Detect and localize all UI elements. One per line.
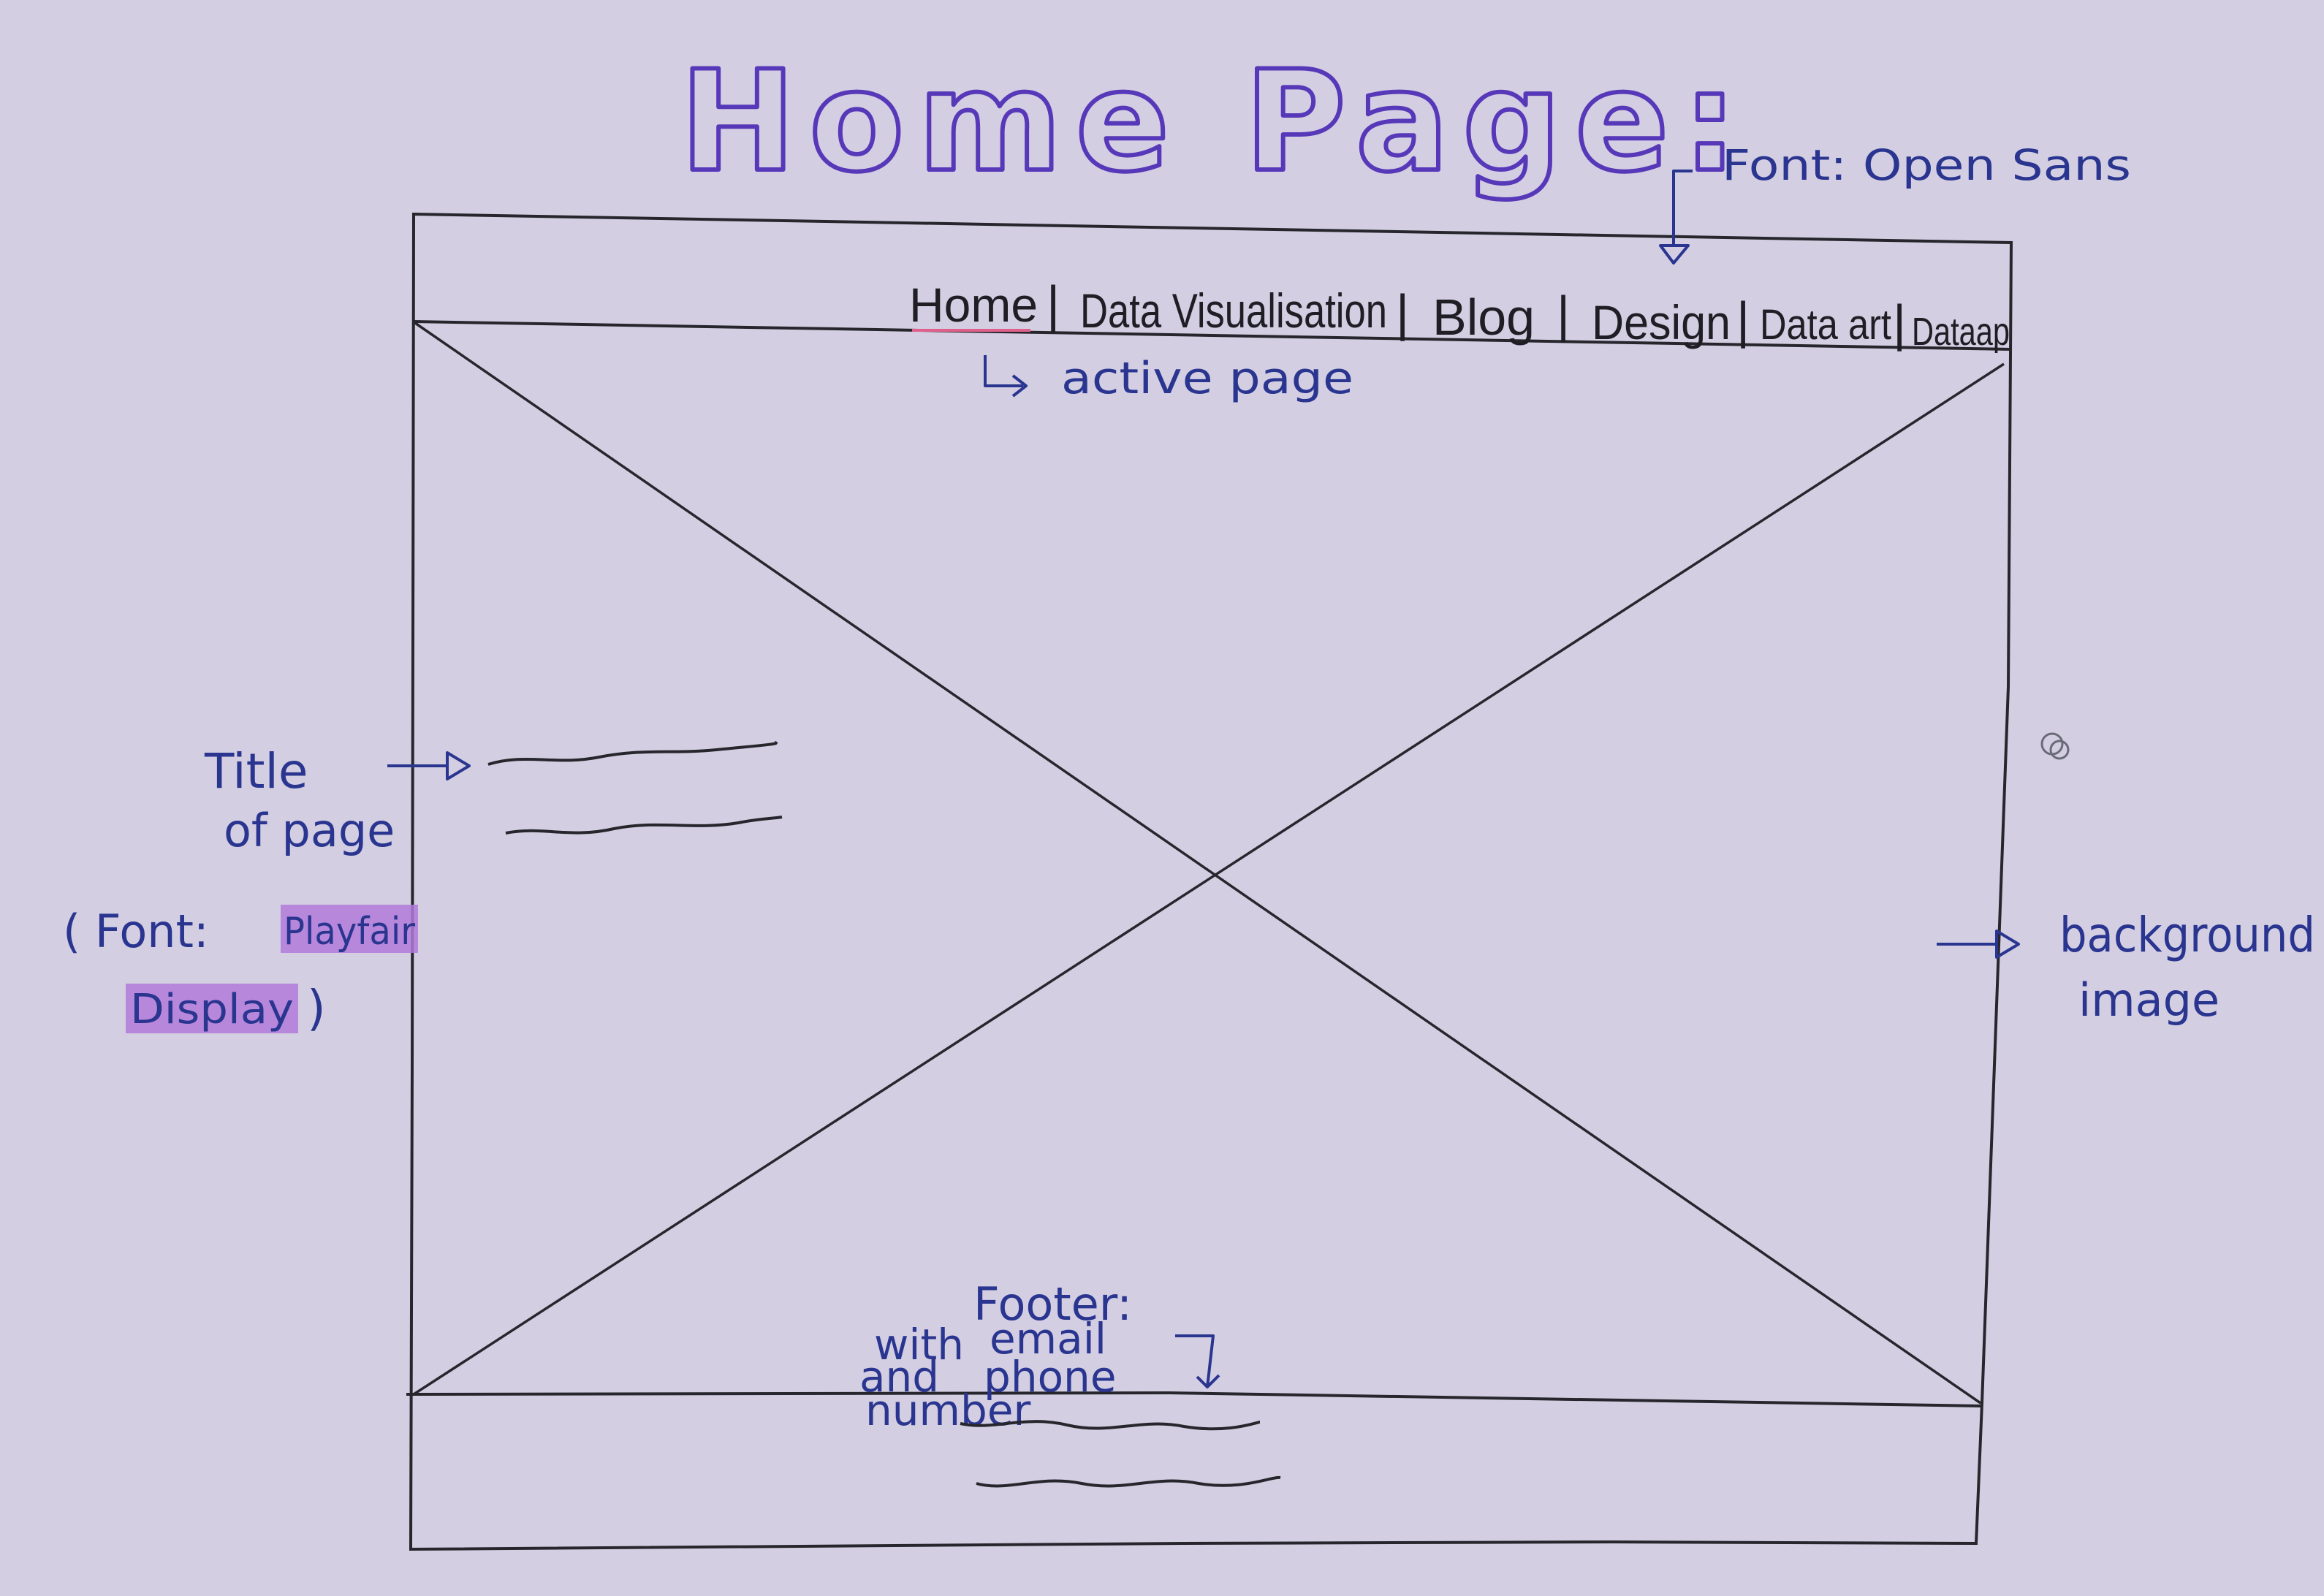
nav-item-data-visualisation[interactable]: Data Visualisation bbox=[1080, 284, 1387, 338]
footer-note-with: with bbox=[874, 1320, 964, 1369]
title-font-name1: Playfair bbox=[284, 910, 416, 954]
title-note-line2: of page bbox=[224, 804, 395, 857]
nav-item-data-art[interactable]: Data art bbox=[1760, 301, 1891, 349]
nav-separator: | bbox=[1047, 276, 1060, 332]
footer-note-and: and bbox=[859, 1352, 939, 1402]
arrow-right-icon bbox=[387, 751, 471, 780]
nav-font-note: Font: Open Sans bbox=[1722, 140, 2131, 190]
annotation-title: Title of page ( Font: Playfair Display ) bbox=[63, 743, 471, 1036]
title-font-name2: Display bbox=[130, 986, 294, 1033]
footer-note-number: number bbox=[865, 1386, 1031, 1435]
nav-item-home[interactable]: Home bbox=[909, 278, 1038, 332]
annotation-active-page: active page bbox=[984, 353, 1353, 404]
nav-separator: | bbox=[1893, 294, 1906, 352]
navbar-divider bbox=[413, 320, 2012, 351]
background-image-placeholder bbox=[413, 322, 2005, 1405]
nav-item-dataap[interactable]: Dataap bbox=[1912, 310, 2010, 354]
nav-separator: | bbox=[1736, 292, 1750, 349]
title-font-close: ) bbox=[307, 980, 326, 1036]
nav-item-design[interactable]: Design bbox=[1592, 295, 1731, 349]
title-note-line1: Title bbox=[204, 743, 308, 799]
highlight-marker bbox=[281, 905, 418, 953]
arrow-down-icon bbox=[1175, 1334, 1220, 1388]
nav-separator: | bbox=[1396, 284, 1409, 341]
title-font-open: ( Font: bbox=[63, 905, 209, 958]
page-frame bbox=[409, 212, 2013, 1551]
navbar: Home | Data Visualisation | Blog | Desig… bbox=[909, 276, 2010, 354]
footer-note-heading: Footer: bbox=[973, 1277, 1132, 1331]
nav-separator: | bbox=[1557, 286, 1570, 343]
annotation-footer: Footer: with email and phone number bbox=[859, 1277, 1220, 1435]
bracket-arrow-icon bbox=[1659, 170, 1693, 265]
arrow-right-icon bbox=[1937, 930, 2020, 959]
margin-doodle bbox=[2040, 732, 2070, 760]
footer-divider bbox=[406, 1391, 1983, 1407]
annotation-background: background image bbox=[1937, 907, 2315, 1027]
annotation-nav-font: Font: Open Sans bbox=[1659, 140, 2131, 265]
highlight-marker bbox=[126, 984, 298, 1033]
footer-placeholder bbox=[960, 1420, 1281, 1488]
nav-item-blog[interactable]: Blog bbox=[1432, 289, 1535, 346]
active-page-note: active page bbox=[1061, 353, 1353, 404]
background-note-line1: background bbox=[2059, 907, 2315, 963]
corner-arrow-icon bbox=[984, 355, 1028, 398]
title-placeholder bbox=[487, 741, 783, 835]
sketch-heading: Home Page: bbox=[680, 41, 1751, 202]
footer-note-email: email bbox=[990, 1314, 1106, 1364]
footer-note-phone: phone bbox=[984, 1352, 1117, 1402]
background-note-line2: image bbox=[2078, 973, 2219, 1027]
